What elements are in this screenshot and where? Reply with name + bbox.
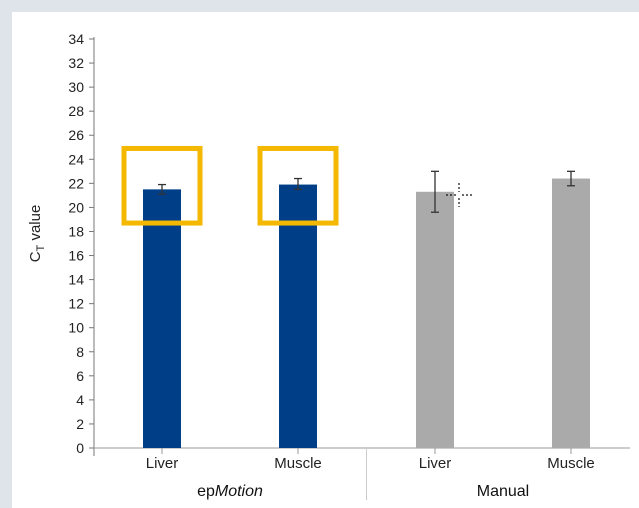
y-axis-label: CT value (27, 205, 47, 263)
y-tick-label: 8 (76, 344, 84, 360)
category-label: Muscle (547, 455, 595, 472)
y-tick-label: 28 (68, 103, 84, 119)
bar (143, 189, 181, 448)
group-label: epMotion (197, 483, 263, 500)
crosshair-cursor-icon (446, 183, 472, 207)
category-label: Muscle (274, 455, 322, 472)
y-tick-label: 10 (68, 320, 84, 336)
y-tick-label: 24 (68, 151, 84, 167)
y-tick-label: 4 (76, 392, 84, 408)
group-label: Manual (477, 483, 529, 500)
y-tick-label: 0 (76, 440, 84, 456)
y-tick-label: 26 (68, 127, 84, 143)
y-tick-label: 18 (68, 223, 84, 239)
y-tick-label: 32 (68, 55, 84, 71)
y-axis-label-rest: value (27, 205, 44, 245)
y-axis-label-main: C (27, 251, 44, 262)
bar (552, 178, 590, 448)
y-tick-label: 34 (68, 31, 84, 47)
bar (279, 184, 317, 448)
category-label: Liver (419, 455, 452, 472)
y-tick-label: 30 (68, 79, 84, 95)
y-tick-label: 20 (68, 199, 84, 215)
y-tick-label: 16 (68, 248, 84, 264)
y-tick-label: 2 (76, 416, 84, 432)
highlight-box (121, 145, 203, 226)
y-tick-label: 22 (68, 175, 84, 191)
group-label-italic: Motion (215, 483, 263, 500)
y-axis-label-subscript: T (35, 244, 47, 251)
y-tick-label: 14 (68, 272, 84, 288)
category-label: Liver (146, 455, 179, 472)
y-tick-label: 12 (68, 296, 84, 312)
bar (416, 191, 454, 448)
chart-panel (12, 12, 639, 508)
highlight-box (257, 145, 339, 226)
y-tick-label: 6 (76, 368, 84, 384)
group-label-prefix: ep (197, 483, 215, 500)
